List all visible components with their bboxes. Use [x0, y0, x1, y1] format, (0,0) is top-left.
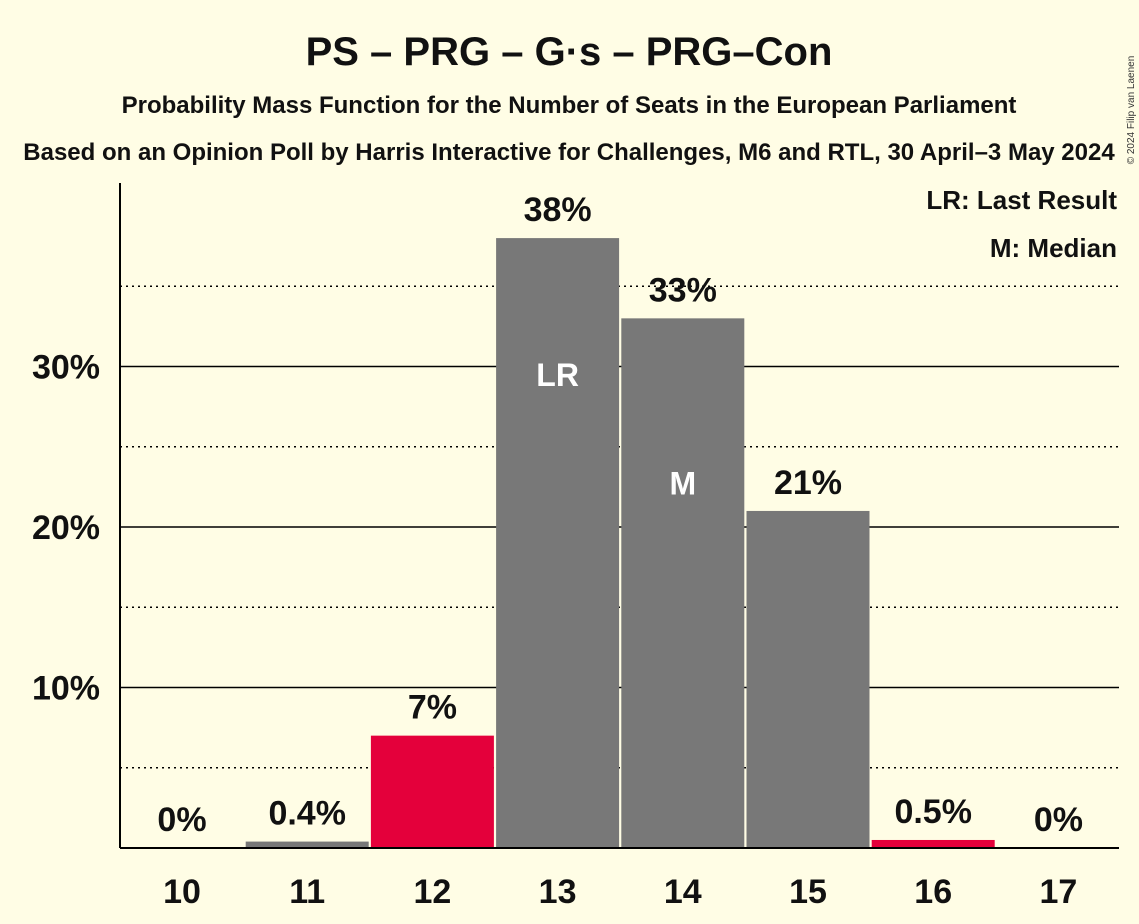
bar-13: [496, 238, 620, 849]
x-tick-label: 14: [664, 873, 702, 911]
x-tick-label: 10: [163, 873, 201, 911]
bar-16: [871, 839, 995, 848]
x-tick-label: 12: [413, 873, 451, 911]
data-label-12: 7%: [408, 689, 457, 727]
x-tick-label: 15: [789, 873, 827, 911]
x-tick-label: 13: [539, 873, 577, 911]
y-tick-label: 10%: [32, 670, 100, 708]
data-label-16: 0.5%: [894, 793, 972, 831]
x-tick-label: 16: [914, 873, 952, 911]
bar-labels: 0% 0.4% 7% 38% LR 33% M 21% 0.5% 0%: [157, 191, 1083, 839]
chart-source-line: Based on an Opinion Poll by Harris Inter…: [23, 139, 1115, 166]
legend-median: M: Median: [990, 233, 1117, 263]
legend-last-result: LR: Last Result: [926, 185, 1117, 215]
inbar-label-m: M: [669, 465, 696, 501]
chart-title: PS – PRG – G·s – PRG–Con: [306, 30, 833, 74]
bar-15: [746, 510, 870, 848]
data-label-11: 0.4%: [268, 795, 346, 833]
data-label-17: 0%: [1034, 801, 1083, 839]
bar-11: [245, 841, 369, 848]
bar-14: [621, 318, 745, 849]
axes: 10% 20% 30% 10 11 12 13 14 15 16 17: [32, 183, 1119, 911]
data-label-13: 38%: [524, 191, 592, 229]
bars: [245, 238, 995, 849]
data-label-10: 0%: [157, 801, 206, 839]
copyright-text: © 2024 Filip van Laenen: [1126, 56, 1137, 165]
data-label-14: 33%: [649, 271, 717, 309]
bar-12: [370, 735, 494, 848]
y-tick-label: 20%: [32, 509, 100, 547]
inbar-label-lr: LR: [536, 357, 579, 393]
gridlines: [120, 285, 1119, 769]
x-tick-label: 11: [289, 873, 325, 911]
chart-subtitle: Probability Mass Function for the Number…: [122, 92, 1017, 119]
y-tick-label: 30%: [32, 349, 100, 387]
data-label-15: 21%: [774, 464, 842, 502]
x-tick-label: 17: [1039, 873, 1077, 911]
